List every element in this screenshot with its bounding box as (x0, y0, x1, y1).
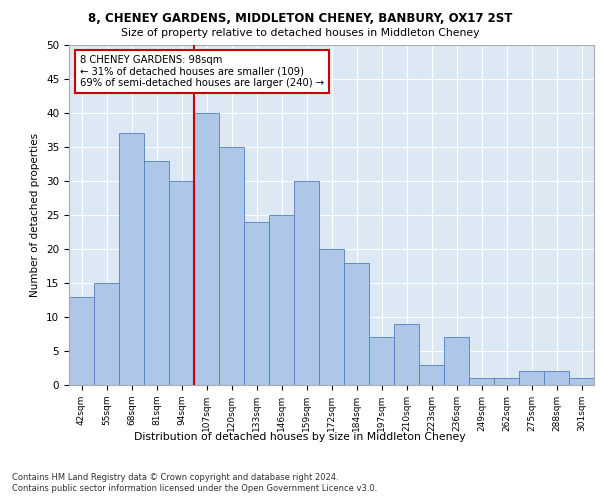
Bar (69, 296, 94, 385)
Bar (369, 338, 394, 385)
Y-axis label: Number of detached properties: Number of detached properties (31, 133, 40, 297)
Bar (444, 338, 469, 385)
Text: Size of property relative to detached houses in Middleton Cheney: Size of property relative to detached ho… (121, 28, 479, 38)
Bar (244, 222, 269, 385)
Bar (269, 215, 294, 385)
Bar (119, 134, 144, 385)
Text: 8, CHENEY GARDENS, MIDDLETON CHENEY, BANBURY, OX17 2ST: 8, CHENEY GARDENS, MIDDLETON CHENEY, BAN… (88, 12, 512, 26)
Bar (544, 372, 569, 385)
Bar (569, 378, 594, 385)
Text: Contains public sector information licensed under the Open Government Licence v3: Contains public sector information licen… (12, 484, 377, 493)
Text: Distribution of detached houses by size in Middleton Cheney: Distribution of detached houses by size … (134, 432, 466, 442)
Bar (344, 262, 369, 385)
Bar (469, 378, 494, 385)
Bar (94, 283, 119, 385)
Text: Contains HM Land Registry data © Crown copyright and database right 2024.: Contains HM Land Registry data © Crown c… (12, 472, 338, 482)
Bar (194, 113, 219, 385)
Bar (144, 160, 169, 385)
Bar (294, 181, 319, 385)
Bar (394, 324, 419, 385)
Bar (319, 249, 344, 385)
Bar (169, 181, 194, 385)
Text: 8 CHENEY GARDENS: 98sqm
← 31% of detached houses are smaller (109)
69% of semi-d: 8 CHENEY GARDENS: 98sqm ← 31% of detache… (79, 55, 323, 88)
Bar (219, 147, 244, 385)
Bar (494, 378, 519, 385)
Bar (419, 364, 444, 385)
Bar (519, 372, 544, 385)
